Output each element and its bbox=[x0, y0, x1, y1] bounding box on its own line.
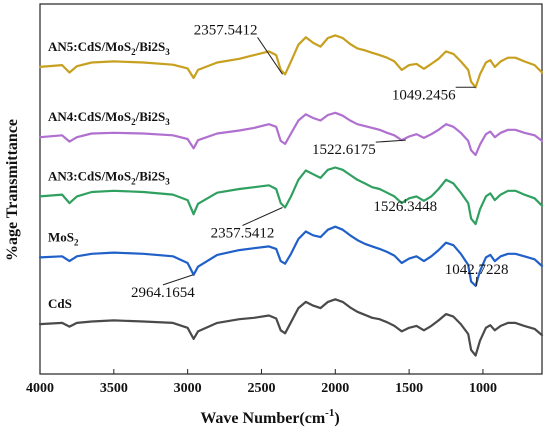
x-tick-label: 4000 bbox=[26, 381, 54, 396]
annotation-label: 1049.2456 bbox=[392, 87, 456, 103]
series-label-part: 3 bbox=[165, 117, 170, 127]
annotation-layer: 2357.5412 1049.2456 1522.6175 1526.3448 2357… bbox=[131, 22, 508, 301]
x-tick-label: 1500 bbox=[395, 381, 423, 396]
series-label-part: AN3:CdS/MoS bbox=[48, 168, 131, 183]
series-label-part: /Bi2S bbox=[135, 109, 166, 124]
series-line-cds bbox=[38, 298, 544, 357]
x-axis-title-close: ) bbox=[334, 410, 339, 427]
x-tick-layer: 4000 3500 3000 2500 2000 1500 1000 bbox=[26, 369, 497, 396]
annotation-label: 2964.1654 bbox=[131, 285, 195, 301]
y-axis-title: %age Transmittance bbox=[4, 119, 21, 261]
series-label-an4: AN4:CdS/MoS2/Bi2S3 bbox=[48, 109, 170, 127]
series-label-part: 2 bbox=[131, 47, 136, 57]
series-label-an5: AN5:CdS/MoS2/Bi2S3 bbox=[48, 39, 170, 57]
series-label-part: 3 bbox=[165, 176, 170, 186]
series-label-cds: CdS bbox=[48, 296, 72, 311]
series-line-mos2 bbox=[38, 225, 544, 287]
series-label-an3: AN3:CdS/MoS2/Bi2S3 bbox=[48, 168, 170, 186]
series-line-an3 bbox=[38, 166, 544, 226]
annotation-leader bbox=[375, 139, 406, 143]
series-label-part: AN4:CdS/MoS bbox=[48, 109, 131, 124]
annotation-leader bbox=[242, 207, 283, 226]
series-label-part: 2 bbox=[74, 237, 79, 247]
annotation-leader bbox=[257, 37, 283, 75]
annotation-label: 2357.5412 bbox=[194, 22, 258, 38]
series-label-part: 3 bbox=[165, 47, 170, 57]
series-label-part: /Bi2S bbox=[135, 168, 166, 183]
x-tick-label: 1000 bbox=[469, 381, 497, 396]
x-tick-label: 3000 bbox=[174, 381, 202, 396]
annotation-leader bbox=[162, 274, 194, 286]
series-line-an4 bbox=[38, 111, 544, 157]
x-axis-title-sup: -1 bbox=[325, 407, 334, 419]
x-tick-label: 3500 bbox=[100, 381, 128, 396]
series-label-part: 2 bbox=[131, 176, 136, 186]
plot-frame bbox=[39, 3, 543, 375]
annotation-label: 2357.5412 bbox=[211, 226, 275, 242]
label-layer: AN5:CdS/MoS2/Bi2S3AN4:CdS/MoS2/Bi2S3AN3:… bbox=[48, 39, 170, 311]
x-axis-title: Wave Number(cm-1) bbox=[200, 407, 339, 427]
series-label-part: CdS bbox=[48, 296, 72, 311]
series-label-part: /Bi2S bbox=[135, 39, 166, 54]
series-line-an5 bbox=[38, 34, 544, 89]
series-label-mos2: MoS2 bbox=[48, 229, 79, 247]
annotation-label: 1526.3448 bbox=[373, 199, 437, 215]
x-tick-label: 2500 bbox=[247, 381, 275, 396]
series-label-part: AN5:CdS/MoS bbox=[48, 39, 131, 54]
series-label-part: MoS bbox=[48, 229, 74, 244]
x-tick-label: 2000 bbox=[321, 381, 349, 396]
annotation-label: 1042.7228 bbox=[445, 262, 509, 278]
series-layer bbox=[38, 34, 544, 357]
x-axis-title-main: Wave Number(cm bbox=[200, 410, 326, 427]
series-label-part: 2 bbox=[131, 117, 136, 127]
annotation-label: 1522.6175 bbox=[312, 142, 376, 158]
